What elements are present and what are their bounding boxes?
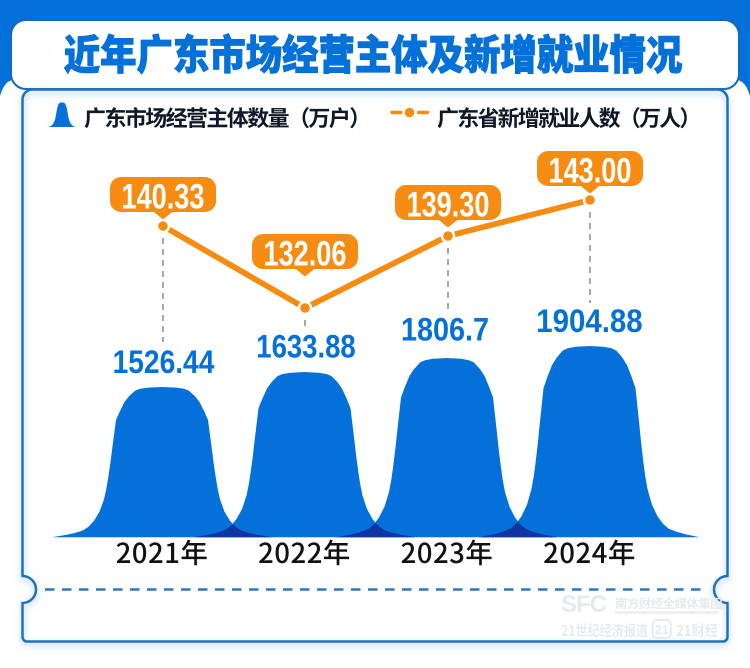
svg-text:139.30: 139.30 xyxy=(407,185,490,224)
svg-text:132.06: 132.06 xyxy=(264,234,347,273)
svg-text:140.33: 140.33 xyxy=(122,177,205,216)
svg-text:143.00: 143.00 xyxy=(549,151,632,190)
svg-text:1904.88: 1904.88 xyxy=(536,303,642,339)
svg-text:1526.44: 1526.44 xyxy=(113,345,215,380)
svg-text:1806.7: 1806.7 xyxy=(401,312,489,348)
svg-text:1633.88: 1633.88 xyxy=(256,330,355,365)
svg-text:21: 21 xyxy=(655,622,669,637)
svg-text:SFC: SFC xyxy=(561,591,607,618)
